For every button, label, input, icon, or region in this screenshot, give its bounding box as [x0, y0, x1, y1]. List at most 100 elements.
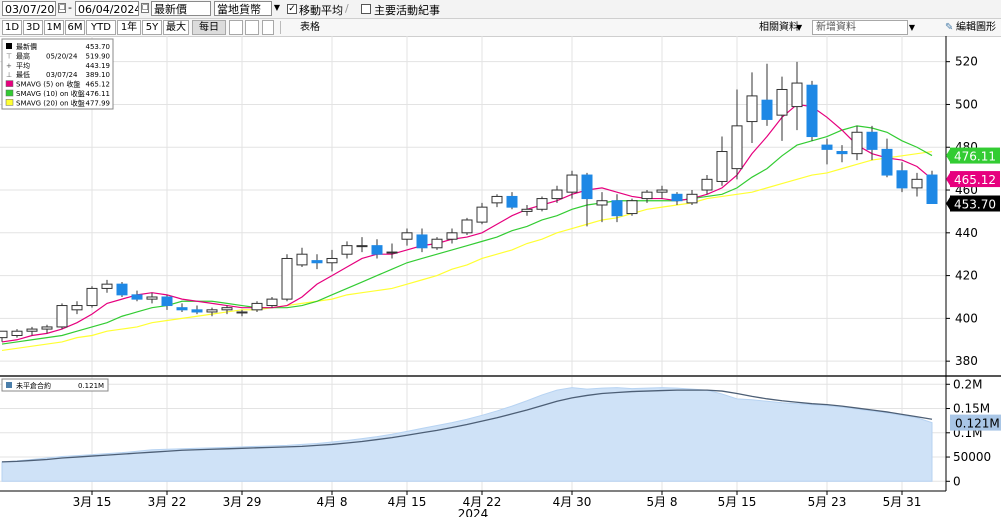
- legend-square-icon: [6, 43, 12, 49]
- chart-style-button[interactable]: [245, 20, 259, 35]
- candle-up: [206, 309, 218, 313]
- range-button-1m[interactable]: 1M: [44, 20, 64, 35]
- chevron-down-icon[interactable]: ▼: [273, 3, 281, 12]
- sma10-line: [1, 125, 933, 345]
- legend-swatch-icon: [5, 80, 14, 87]
- oi-tag-bg: [950, 414, 1001, 431]
- price-chart[interactable]: 3804004204404604805005200.2M0.15M0.1M500…: [0, 36, 1001, 517]
- candle-down: [371, 245, 383, 255]
- legend-label: SMAVG (20) on 收盤: [16, 98, 85, 107]
- candle-up: [401, 232, 413, 240]
- candle-down: [191, 309, 203, 313]
- toolbar-bottom: 1D 3D 1M 6M YTD 1年 5Y 最大 每日 表格 相關資料 ▼ 新增…: [0, 19, 1001, 37]
- candle-up: [431, 238, 443, 249]
- candle-down: [836, 151, 848, 155]
- oi-legend-value: 0.121M: [78, 382, 104, 390]
- x-year-label: 2024: [458, 507, 489, 517]
- range-button-3d[interactable]: 3D: [23, 20, 43, 35]
- legend-value: 476.11: [86, 90, 111, 98]
- date-from-input[interactable]: 03/07/2024: [2, 1, 56, 16]
- candle-up: [326, 257, 338, 264]
- y-tick-label: 500: [955, 97, 978, 111]
- candle-down: [116, 283, 128, 296]
- chevron-down-icon[interactable]: ▼: [796, 23, 803, 32]
- moving-average-lines: [1, 103, 933, 352]
- range-button-1d[interactable]: 1D: [2, 20, 22, 35]
- price-tag-bg: [950, 195, 1000, 212]
- legend-box: [1, 38, 114, 110]
- table-button[interactable]: 表格: [300, 22, 320, 33]
- candle-down: [896, 170, 908, 189]
- candle-up: [221, 307, 233, 311]
- candle-down: [581, 174, 593, 200]
- candle-down: [506, 195, 518, 208]
- candle-up: [851, 131, 863, 155]
- range-button-max[interactable]: 最大: [163, 20, 189, 35]
- open-interest-area: [1, 387, 933, 482]
- oi-legend-swatch-icon: [6, 382, 12, 388]
- range-button-6m[interactable]: 6M: [65, 20, 85, 35]
- major-events-label: 主要活動紀事: [374, 4, 440, 17]
- range-button-ytd[interactable]: YTD: [86, 20, 116, 35]
- legend-label: 平均: [16, 61, 30, 70]
- x-tick-label: 4月 8: [316, 495, 347, 509]
- pen-icon[interactable]: /: [345, 2, 349, 15]
- candle-up: [476, 206, 488, 223]
- x-tick-label: 5月 31: [883, 495, 922, 509]
- x-tick-label: 4月 22: [463, 495, 502, 509]
- candle-up: [26, 328, 38, 332]
- chart-option-button[interactable]: [262, 20, 274, 35]
- range-button-5y[interactable]: 5Y: [142, 20, 162, 35]
- x-tick-label: 3月 22: [148, 495, 187, 509]
- legend-value: 453.70: [86, 43, 111, 51]
- oi-legend-label: 未平倉合約: [16, 381, 51, 390]
- candle-up: [656, 189, 668, 193]
- candle-down: [866, 131, 878, 150]
- major-events-checkbox[interactable]: [361, 4, 371, 14]
- chevron-down-icon[interactable]: ▼: [908, 23, 916, 32]
- candle-up: [356, 245, 368, 248]
- toolbar-divider: [280, 21, 281, 34]
- calendar-glyph: □: [59, 3, 66, 11]
- candle-down: [611, 200, 623, 217]
- date-to-input[interactable]: 06/04/2024: [75, 1, 139, 16]
- edit-chart-icon[interactable]: ✎: [945, 22, 954, 33]
- oi-tick-label: 0.15M: [953, 402, 990, 416]
- edit-chart-button[interactable]: 編輯圖形: [956, 22, 996, 33]
- oi-tick-label: 0: [953, 474, 961, 488]
- legend-value: 477.99: [86, 99, 111, 107]
- legend-value: 519.90: [86, 52, 111, 60]
- add-data-input[interactable]: 新增資料: [812, 20, 908, 35]
- candle-up: [911, 178, 923, 189]
- series-select[interactable]: 最新價: [151, 1, 211, 16]
- calendar-icon[interactable]: □: [58, 3, 66, 13]
- price-tag-label: 453.70: [954, 198, 996, 212]
- candle-up: [686, 193, 698, 204]
- candle-down: [806, 84, 818, 138]
- candle-up: [236, 311, 248, 314]
- candle-down: [311, 260, 323, 264]
- candle-up: [521, 208, 533, 212]
- legend-value: 443.19: [86, 62, 111, 70]
- range-button-1y[interactable]: 1年: [117, 20, 141, 35]
- related-data-menu[interactable]: 相關資料: [759, 22, 799, 33]
- price-tag-bg: [950, 147, 1000, 164]
- oi-legend-box: [1, 378, 109, 392]
- candle-down: [761, 99, 773, 120]
- x-tick-label: 4月 30: [553, 495, 592, 509]
- frequency-select[interactable]: 每日: [192, 20, 226, 35]
- candle-down: [881, 148, 893, 176]
- moving-average-label: 移動平均: [299, 4, 343, 17]
- candle-up: [281, 257, 293, 300]
- price-tag-pointer: [946, 171, 951, 188]
- oi-tick-label: 50000: [953, 450, 991, 464]
- candlesticks: [0, 61, 938, 342]
- calendar-icon[interactable]: □: [141, 3, 149, 13]
- currency-select[interactable]: 當地貨幣: [214, 1, 272, 16]
- moving-average-checkbox[interactable]: ✓: [287, 4, 297, 14]
- candle-up: [791, 82, 803, 108]
- legend-swatch-icon: [5, 89, 14, 97]
- candle-down: [416, 234, 428, 249]
- chart-type-button[interactable]: [229, 20, 243, 35]
- sma5-line: [1, 103, 933, 343]
